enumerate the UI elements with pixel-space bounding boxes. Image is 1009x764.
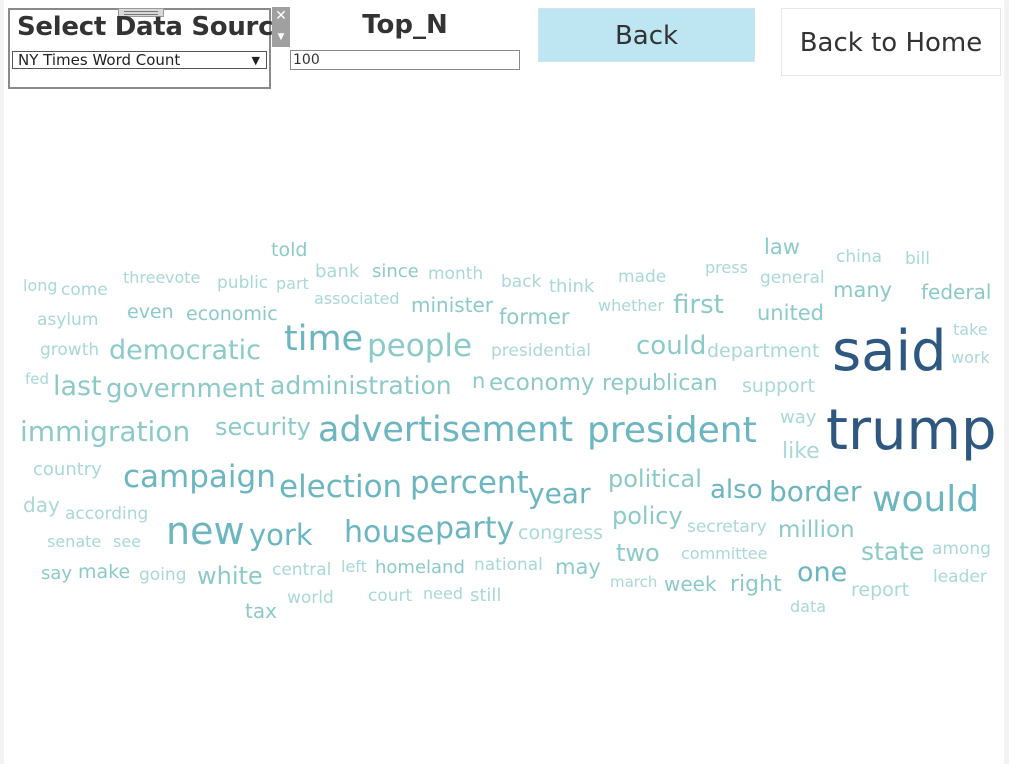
dashboard-canvas [4,0,1004,764]
drag-handle-icon[interactable] [118,8,164,17]
data-source-title: Select Data Source [17,12,291,42]
top-n-input[interactable]: 100 [290,50,520,70]
data-source-dropdown[interactable]: NY Times Word Count ▼ [12,51,267,69]
data-source-filter: Select Data Source NY Times Word Count ▼ [8,8,291,89]
back-to-home-button[interactable]: Back to Home [781,8,1001,76]
filter-toolbar: ✕ ▼ [272,7,290,47]
back-button[interactable]: Back [538,8,755,62]
close-icon[interactable]: ✕ [275,8,287,24]
data-source-value: NY Times Word Count [18,51,181,69]
top-n-title: Top_N [362,10,448,40]
filter-menu-icon[interactable]: ▼ [277,32,285,42]
chevron-down-icon[interactable]: ▼ [251,54,260,67]
